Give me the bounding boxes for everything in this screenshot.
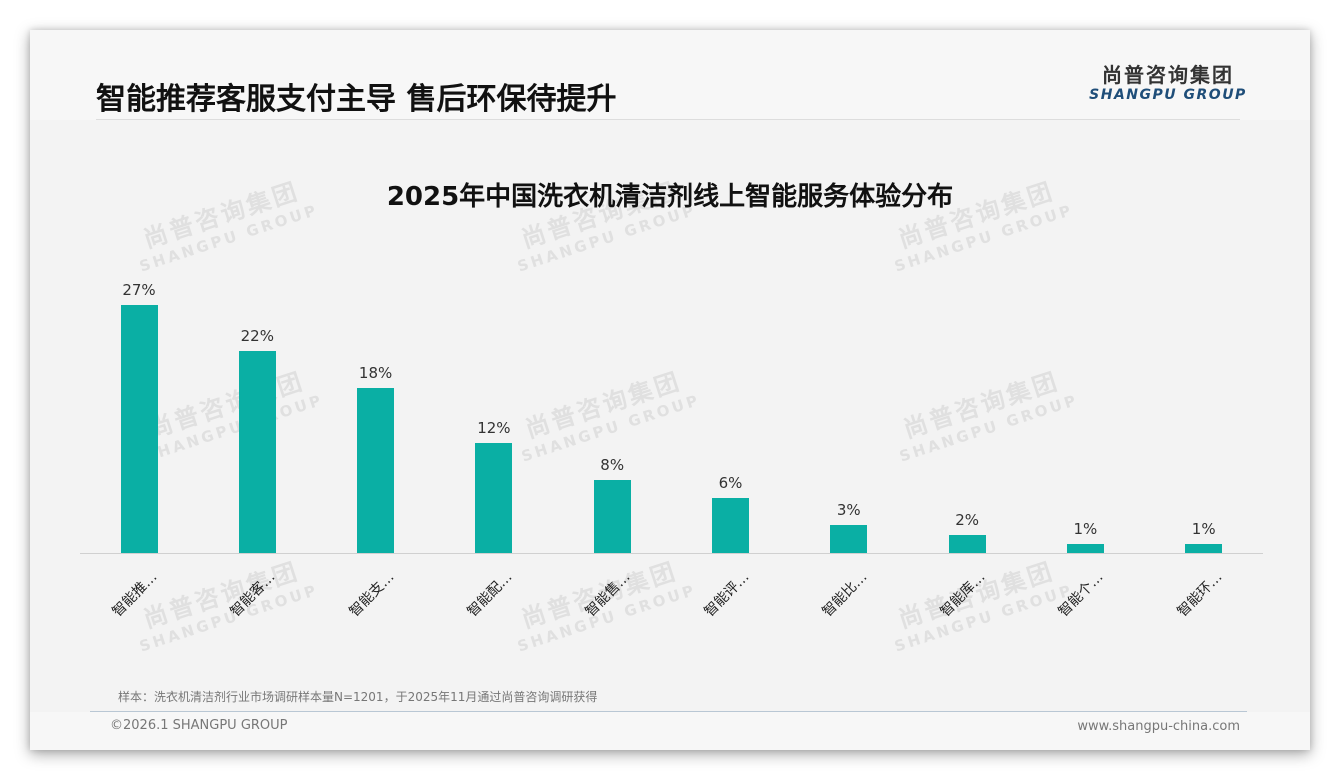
footer-divider — [90, 711, 1247, 712]
bar — [1185, 544, 1223, 553]
page-title: 智能推荐客服支付主导 售后环保待提升 — [96, 82, 617, 117]
x-axis-line — [80, 553, 1263, 554]
chart-title: 2025年中国洗衣机清洁剂线上智能服务体验分布 — [386, 182, 954, 212]
copyright-text: ©2026.1 SHANGPU GROUP — [110, 718, 288, 733]
bar — [357, 388, 395, 553]
x-axis-category-label: 智能支… — [346, 569, 398, 621]
bar — [593, 480, 631, 553]
x-axis-category-label: 智能推… — [109, 569, 161, 621]
slide: 智能推荐客服支付主导 售后环保待提升 尚普咨询集团 SHANGPU GROUP … — [30, 30, 1310, 750]
bar — [475, 443, 513, 553]
bar-value-label: 3% — [836, 501, 861, 519]
logo-chinese: 尚普咨询集团 — [1102, 63, 1234, 87]
footer-band — [30, 712, 1310, 750]
header-band — [30, 30, 1310, 120]
company-logo: 尚普咨询集团 SHANGPU GROUP — [1088, 63, 1248, 103]
bar-value-label: 27% — [122, 281, 156, 299]
bar-value-label: 8% — [600, 456, 625, 474]
bar — [830, 525, 868, 553]
title-divider — [96, 119, 1240, 120]
bar-value-label: 6% — [718, 474, 743, 492]
x-axis-category-label: 智能库… — [937, 569, 989, 621]
bar-value-label: 18% — [358, 364, 393, 382]
x-axis-category-label: 智能售… — [582, 569, 634, 621]
bar-value-label: 1% — [1191, 520, 1216, 538]
x-axis-category-label: 智能配… — [464, 569, 516, 621]
x-axis-category-label: 智能环… — [1174, 569, 1226, 621]
bar — [712, 498, 749, 553]
x-axis-category-label: 智能比… — [819, 569, 871, 621]
bar-value-label: 22% — [240, 327, 274, 345]
x-axis-category-label: 智能客… — [227, 569, 279, 621]
sample-footnote: 样本：洗衣机清洁剂行业市场调研样本量N=1201，于2025年11月通过尚普咨询… — [118, 690, 598, 704]
bar — [238, 351, 276, 553]
bar — [948, 535, 986, 553]
bar-value-label: 1% — [1073, 520, 1098, 538]
x-axis-category-label: 智能个… — [1055, 569, 1107, 621]
logo-english: SHANGPU GROUP — [1089, 87, 1247, 103]
x-axis-category-label: 智能评… — [701, 569, 752, 621]
bar-value-label: 12% — [477, 419, 511, 437]
website-link[interactable]: www.shangpu-china.com — [1077, 719, 1240, 734]
bar — [120, 305, 158, 553]
bar-chart: 27% 智能推… 22% 智能客… 18% 智能支… 12% 智能配… 8% 智能售… 6% 智能评…… — [30, 30, 1310, 750]
bar-value-label: 2% — [955, 511, 979, 529]
bar — [1066, 544, 1104, 553]
